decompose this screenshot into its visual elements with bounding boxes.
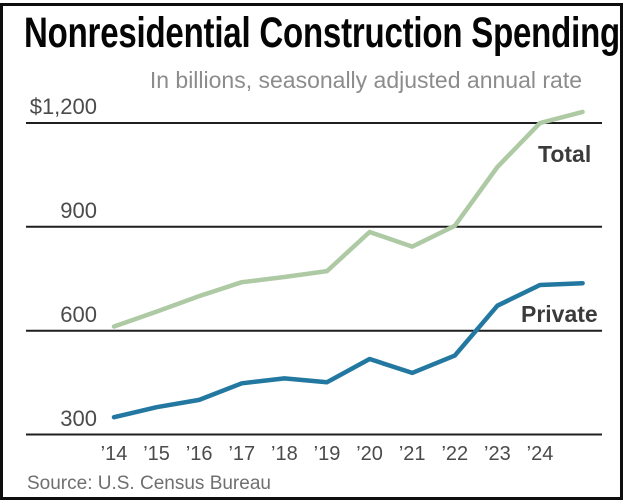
line-series-private xyxy=(111,280,585,420)
figure-frame xyxy=(0,3,623,500)
x-axis-label-22: ’22 xyxy=(441,443,469,465)
x-axis-label-14: ’14 xyxy=(100,443,128,465)
line-series-total xyxy=(111,109,585,329)
x-axis-label-17: ’17 xyxy=(228,443,256,465)
x-axis-label-20: ’20 xyxy=(356,443,383,465)
chart-subtitle: In billions, seasonally adjusted annual … xyxy=(149,67,582,93)
x-axis-label-16: ’16 xyxy=(185,443,213,465)
y-axis-label-900: 900 xyxy=(60,197,97,223)
y-axis-label-300: 300 xyxy=(60,405,97,431)
x-axis-label-18: ’18 xyxy=(271,443,298,465)
y-axis-label-1200: $1,200 xyxy=(29,94,97,119)
x-axis-label-23: ’23 xyxy=(484,443,511,465)
chart-title: Nonresidential Construction Spending xyxy=(24,8,620,56)
x-axis-label-19: ’19 xyxy=(313,443,341,465)
series-label-private: Private xyxy=(521,301,598,327)
x-axis-label-21: ’21 xyxy=(398,443,426,465)
series-label-total: Total xyxy=(538,141,592,167)
source-attribution: Source: U.S. Census Bureau xyxy=(27,473,271,494)
x-axis-label-15: ’15 xyxy=(143,443,170,465)
y-axis-label-600: 600 xyxy=(60,301,97,327)
x-axis-label-24: ’24 xyxy=(526,443,554,465)
